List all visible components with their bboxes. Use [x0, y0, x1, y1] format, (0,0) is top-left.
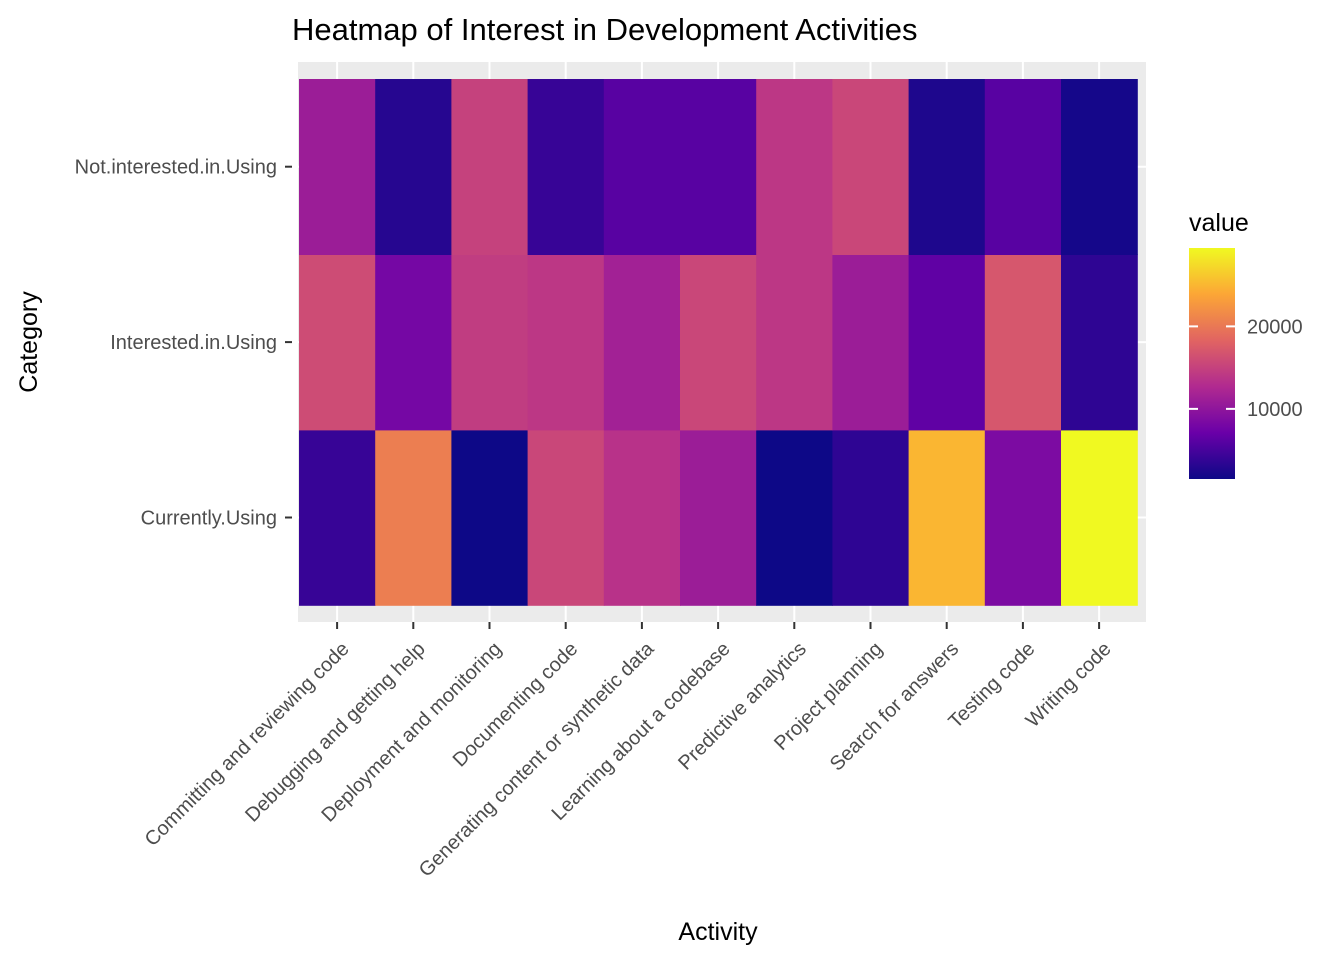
x-axis-title: Activity	[678, 918, 758, 946]
y-tick-label: Not.interested.in.Using	[75, 157, 277, 179]
heatmap-cell	[603, 429, 681, 606]
legend-tick-label: 20000	[1247, 316, 1303, 338]
heatmap-cells	[299, 79, 1138, 606]
heatmap-cell	[375, 429, 452, 606]
heatmap-cell	[984, 254, 1062, 431]
legend-tick-label: 10000	[1247, 399, 1303, 421]
legend-color-bar	[1189, 248, 1235, 479]
heatmap-cell	[299, 429, 376, 606]
y-axis-title: Category	[15, 291, 43, 393]
heatmap-cell	[375, 79, 452, 255]
heatmap-cell	[1061, 429, 1138, 606]
heatmap-cell	[375, 254, 452, 431]
heatmap-cell	[680, 79, 757, 255]
y-tick-label: Interested.in.Using	[110, 332, 277, 354]
heatmap-cell	[832, 429, 910, 606]
heatmap-cell	[756, 79, 833, 255]
y-axis: Currently.Using Interested.in.Using Not.in…	[75, 157, 292, 530]
heatmap-cell	[603, 79, 681, 255]
heatmap-cell	[984, 429, 1062, 606]
heatmap-cell	[756, 429, 833, 606]
heatmap-cell	[1061, 254, 1138, 431]
heatmap-cell	[527, 429, 605, 606]
x-tick-label: Search for answers	[826, 638, 963, 775]
y-tick-label: Currently.Using	[141, 508, 277, 530]
heatmap-cell	[908, 254, 986, 431]
heatmap-cell	[680, 254, 757, 431]
x-tick-label: Documenting code	[449, 638, 582, 771]
heatmap-cell	[680, 429, 757, 606]
heatmap-cell	[756, 254, 833, 431]
heatmap-cell	[1061, 79, 1138, 255]
heatmap-cell	[299, 254, 376, 431]
heatmap-cell	[527, 254, 605, 431]
heatmap-cell	[603, 254, 681, 431]
heatmap-cell	[908, 429, 986, 606]
x-tick-label: Predictive analytics	[674, 638, 811, 775]
heatmap-cell	[832, 79, 910, 255]
color-legend: value 10000 20000	[1189, 209, 1303, 479]
heatmap-cell	[451, 254, 529, 431]
chart-title: Heatmap of Interest in Development Activ…	[292, 12, 917, 47]
heatmap-cell	[451, 429, 529, 606]
heatmap-cell	[908, 79, 986, 255]
heatmap-cell	[832, 254, 910, 431]
legend-title: value	[1189, 209, 1249, 237]
heatmap-cell	[527, 79, 605, 255]
heatmap-cell	[451, 79, 529, 255]
heatmap-cell	[984, 79, 1062, 255]
heatmap-cell	[299, 79, 376, 255]
